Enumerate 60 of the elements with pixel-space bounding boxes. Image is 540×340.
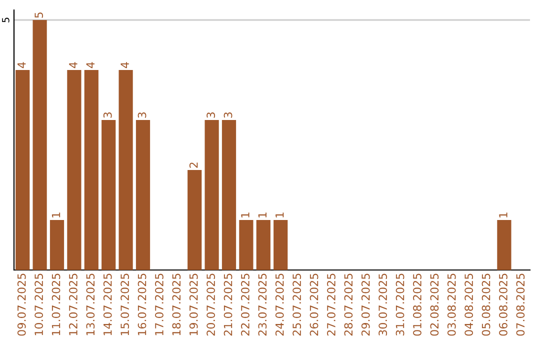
data-label: 1 xyxy=(499,212,508,218)
data-label: 1 xyxy=(258,212,266,218)
bar xyxy=(50,220,64,270)
data-label: 2 xyxy=(189,162,198,168)
bar xyxy=(188,170,202,270)
x-tick-label: 30.07.2025 xyxy=(378,274,388,336)
x-tick-label: 16.07.2025 xyxy=(138,274,146,336)
x-tick-label: 15.07.2025 xyxy=(120,274,130,336)
bar xyxy=(67,70,82,270)
x-tick-label: 23.07.2025 xyxy=(258,274,267,336)
bar xyxy=(274,220,288,270)
x-tick-label: 04.08.2025 xyxy=(464,274,474,336)
bar xyxy=(136,120,150,270)
data-label: 3 xyxy=(138,112,146,118)
data-label: 5 xyxy=(34,12,44,18)
x-tick-label: 24.07.2025 xyxy=(275,274,284,336)
x-tick-label: 03.08.2025 xyxy=(447,274,456,336)
x-tick-label: 09.07.2025 xyxy=(17,274,26,336)
data-label: 4 xyxy=(120,62,129,68)
x-tick-label: 12.07.2025 xyxy=(69,274,78,336)
data-label: 4 xyxy=(18,62,26,68)
data-label: 3 xyxy=(224,112,232,118)
bar xyxy=(118,70,133,270)
data-label: 1 xyxy=(276,212,284,218)
x-tick-label: 20.07.2025 xyxy=(206,274,216,336)
x-tick-label: 31.07.2025 xyxy=(396,274,404,336)
x-tick-label: 11.07.2025 xyxy=(52,274,60,336)
x-tick-label: 02.08.2025 xyxy=(430,274,439,336)
data-label: 1 xyxy=(52,212,60,218)
x-tick-label: 06.08.2025 xyxy=(499,274,508,336)
x-tick-label: 05.08.2025 xyxy=(482,274,490,336)
x-tick-label: 01.08.2025 xyxy=(413,274,422,336)
data-label: 4 xyxy=(86,62,94,68)
x-tick-label: 26.07.2025 xyxy=(310,274,318,336)
bar xyxy=(16,70,30,270)
bar xyxy=(497,220,512,270)
x-tick-label: 19.07.2025 xyxy=(189,274,198,336)
x-tick-label: 22.07.2025 xyxy=(241,274,250,336)
bar xyxy=(204,120,219,270)
bar xyxy=(222,120,236,270)
data-label: 3 xyxy=(103,112,112,118)
bar xyxy=(84,70,98,270)
x-tick-label: 10.07.2025 xyxy=(34,274,44,336)
x-tick-label: 25.07.2025 xyxy=(292,274,302,336)
x-tick-label: 28.07.2025 xyxy=(344,274,353,336)
x-tick-label: 13.07.2025 xyxy=(86,274,95,336)
bar xyxy=(256,220,270,270)
x-tick-label: 21.07.2025 xyxy=(224,274,232,336)
x-tick-label: 27.07.2025 xyxy=(327,274,336,336)
x-tick-label: 07.08.2025 xyxy=(516,274,525,336)
bar xyxy=(239,220,254,270)
x-tick-label: 14.07.2025 xyxy=(103,274,112,336)
data-label: 3 xyxy=(206,112,216,118)
x-tick-label: 29.07.2025 xyxy=(361,274,370,336)
bar xyxy=(32,20,47,270)
bar xyxy=(102,120,116,270)
x-tick-label: 18.07.2025 xyxy=(172,274,181,336)
data-label: 1 xyxy=(241,212,250,218)
x-tick-label: 17.07.2025 xyxy=(155,274,164,336)
data-label: 4 xyxy=(69,62,78,68)
